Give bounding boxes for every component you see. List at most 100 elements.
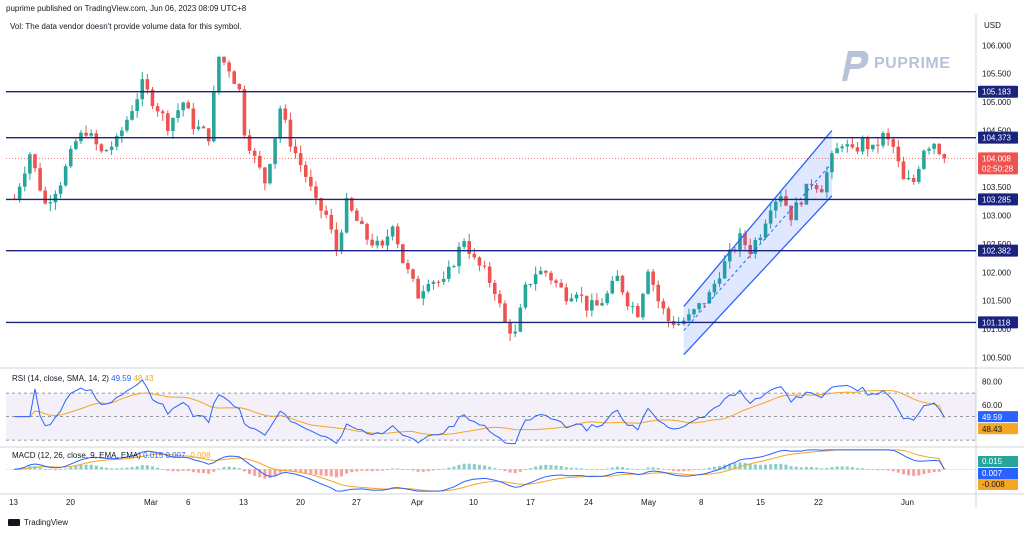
candle-body: [794, 202, 798, 221]
macd-histogram-bar: [764, 464, 768, 470]
macd-title: MACD (12, 26, close, 9, EMA, EMA): [12, 451, 141, 460]
candle-body: [447, 266, 451, 279]
macd-histogram-bar: [467, 463, 471, 470]
volume-note: Vol: The data vendor doesn't provide vol…: [10, 22, 242, 31]
macd-histogram-bar: [580, 468, 584, 470]
rsi-value-label: 49.59: [982, 413, 1003, 422]
macd-histogram-bar: [452, 466, 456, 470]
candle-body: [773, 201, 778, 211]
candle-body: [574, 294, 579, 299]
macd-legend-hist: 0.015: [143, 451, 164, 460]
candle-body: [48, 202, 53, 204]
brand-name: PUPRIME: [874, 55, 951, 72]
candle-body: [549, 272, 553, 281]
candle-body: [436, 281, 441, 283]
tradingview-logo-icon: [8, 519, 20, 527]
candle-body: [22, 173, 27, 187]
candle-body: [937, 143, 942, 155]
macd-histogram-bar: [202, 469, 206, 474]
candle-body: [825, 172, 829, 193]
macd-histogram-bar: [513, 469, 517, 474]
macd-histogram-bar: [651, 467, 655, 470]
candle-body: [43, 190, 47, 204]
macd-histogram-bar: [595, 469, 599, 470]
candle-body: [860, 138, 865, 152]
macd-histogram-bar: [457, 464, 461, 470]
macd-histogram-bar: [130, 467, 134, 470]
rsi-ma-value: 48.43: [133, 374, 154, 383]
candle-body: [835, 148, 839, 154]
macd-histogram-bar: [636, 469, 640, 470]
candle-body: [278, 108, 282, 139]
candle-body: [319, 198, 323, 211]
candle-body: [329, 214, 334, 230]
candle-body: [68, 149, 73, 167]
macd-histogram-bar: [442, 468, 446, 470]
candle-body: [355, 210, 359, 221]
candle-body: [109, 146, 114, 151]
macd-histogram-bar: [171, 469, 175, 472]
candle-body: [911, 177, 916, 182]
candle-body: [334, 229, 339, 251]
candle-body: [533, 274, 538, 285]
level-label-bg-4: [978, 316, 1018, 329]
macd-histogram-bar: [529, 468, 533, 470]
macd-histogram-bar: [646, 467, 650, 470]
candle-body: [595, 300, 599, 306]
macd-histogram-bar: [304, 469, 308, 474]
macd-histogram-bar: [661, 468, 665, 470]
macd-histogram-bar: [559, 466, 563, 470]
candle-body: [819, 189, 824, 193]
macd-signal-line: [14, 449, 945, 492]
macd-histogram-bar: [115, 468, 119, 470]
last-price-countdown: 02:50:28: [982, 164, 1014, 173]
macd-histogram-bar: [927, 469, 931, 473]
price-y-tick-10: 101.000: [982, 325, 1011, 334]
candle-body: [554, 280, 558, 283]
candle-body: [380, 240, 385, 246]
level-label-2: 103.285: [982, 195, 1011, 204]
candles-group: [12, 56, 947, 341]
candle-body: [140, 79, 145, 100]
candle-body: [401, 244, 405, 264]
macd-histogram-bar: [99, 466, 103, 470]
macd-histogram-bar: [600, 469, 604, 470]
macd-histogram-bar: [89, 464, 93, 470]
candle-body: [181, 102, 185, 111]
candle-body: [768, 210, 773, 224]
macd-histogram-bar: [743, 462, 747, 470]
macd-histogram-bar: [196, 469, 200, 473]
candle-body: [636, 306, 640, 318]
candle-body: [298, 153, 303, 166]
macd-histogram-bar: [615, 466, 619, 470]
macd-histogram-bar: [585, 469, 589, 470]
candle-body: [145, 79, 150, 90]
macd-histogram-bar: [692, 469, 696, 471]
macd-histogram-bar: [268, 469, 272, 479]
candle-body: [155, 106, 160, 112]
candle-body: [646, 271, 650, 294]
macd-histogram-bar: [278, 469, 282, 473]
candle-body: [641, 293, 645, 318]
macd-histogram-bar: [641, 469, 645, 470]
macd-histogram-bar: [656, 468, 660, 470]
candle-body: [702, 303, 707, 305]
candle-body: [150, 89, 155, 107]
macd-histogram-bar: [426, 469, 430, 472]
candle-body: [349, 198, 354, 211]
macd-histogram-bar: [779, 463, 783, 470]
level-label-bg-1: [978, 131, 1018, 144]
channel-lower-line: [683, 195, 833, 356]
candle-body: [309, 176, 313, 187]
macd-histogram-bar: [110, 468, 114, 470]
macd-histogram-bar: [508, 469, 512, 473]
candle-body: [426, 283, 431, 292]
candle-body: [615, 275, 620, 281]
candle-body: [528, 284, 533, 286]
macd-histogram-bar: [212, 469, 216, 472]
macd-histogram-bar: [866, 469, 870, 470]
level-label-bg-2: [978, 193, 1018, 206]
macd-histogram-bar: [59, 469, 63, 470]
candle-body: [513, 331, 517, 334]
